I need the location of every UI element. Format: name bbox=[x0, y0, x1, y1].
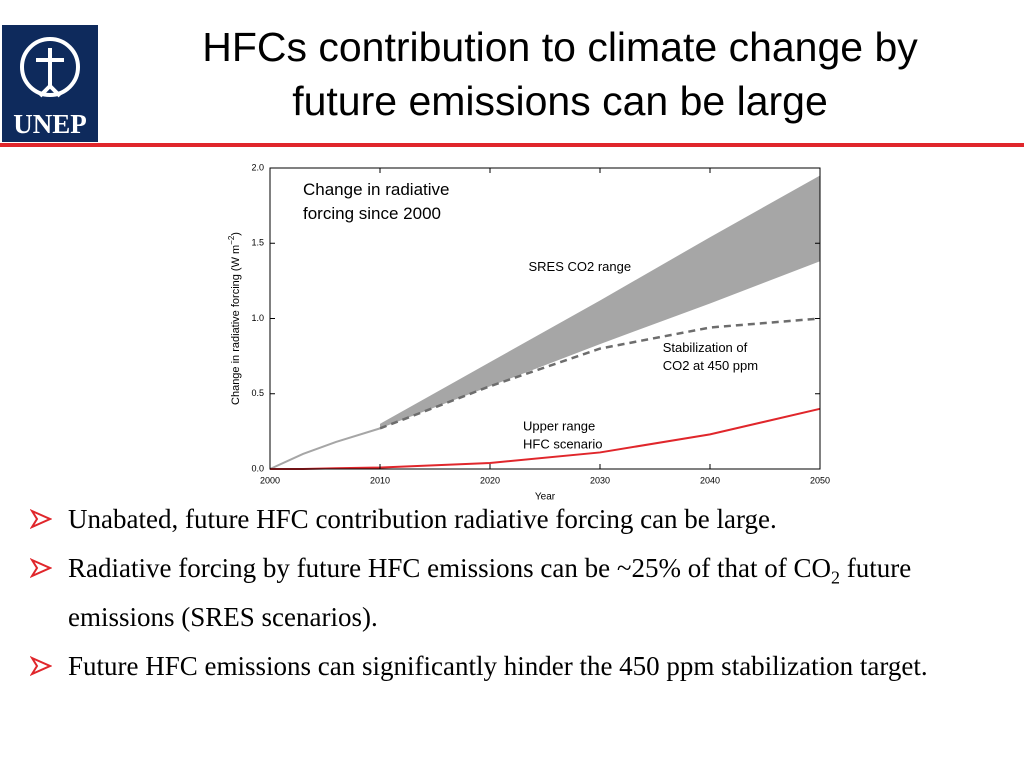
annotation: forcing since 2000 bbox=[303, 204, 441, 223]
y-tick-label: 0.0 bbox=[251, 463, 264, 473]
bullet-arrow bbox=[30, 656, 52, 676]
bullet-text: Radiative forcing by future HFC emission… bbox=[68, 553, 831, 583]
y-tick-label: 0.5 bbox=[251, 388, 264, 398]
logo-ring bbox=[20, 37, 80, 97]
bullet-list: Unabated, future HFC contribution radiat… bbox=[30, 495, 990, 691]
logo-text: UNEP bbox=[13, 109, 87, 139]
x-tick-label: 2030 bbox=[590, 475, 610, 485]
annotation: Change in radiative bbox=[303, 180, 449, 199]
y-axis-label-end: ) bbox=[230, 232, 242, 236]
y-tick-label: 1.0 bbox=[251, 313, 264, 323]
range-band bbox=[380, 175, 820, 429]
bullet-text: Unabated, future HFC contribution radiat… bbox=[68, 504, 777, 534]
x-tick-label: 2040 bbox=[700, 475, 720, 485]
annotation: SRES CO2 range bbox=[529, 259, 632, 274]
x-tick-label: 2020 bbox=[480, 475, 500, 485]
annotation: CO2 at 450 ppm bbox=[663, 358, 758, 373]
annotation: Stabilization of bbox=[663, 340, 748, 355]
series-line bbox=[269, 427, 381, 470]
x-axis-label: Year bbox=[535, 492, 556, 503]
bullet-rest: future emissions (SRES scenarios). bbox=[68, 553, 912, 632]
bullet-arrow bbox=[30, 558, 52, 578]
title: HFCs contribution to climate change by f… bbox=[100, 20, 1020, 128]
y-axis-label-sup: −2 bbox=[227, 235, 236, 245]
x-tick-label: 2050 bbox=[810, 475, 830, 485]
y-tick-label: 1.5 bbox=[251, 238, 264, 248]
bullet: Unabated, future HFC contribution radiat… bbox=[30, 495, 990, 544]
x-tick-label: 2000 bbox=[260, 475, 280, 485]
bullet: Future HFC emissions can significantly h… bbox=[30, 642, 990, 691]
bullet: Radiative forcing by future HFC emission… bbox=[30, 544, 990, 642]
title-line: future emissions can be large bbox=[292, 78, 828, 124]
bullet-sub: 2 bbox=[830, 567, 840, 588]
logo-figure bbox=[36, 48, 64, 98]
y-axis-label: Change in radiative forcing (W m−2) bbox=[227, 232, 242, 405]
bullet-arrow bbox=[30, 509, 52, 529]
y-axis-label-text: Change in radiative forcing (W m bbox=[230, 245, 242, 405]
x-tick-label: 2010 bbox=[370, 475, 390, 485]
annotation: Upper range bbox=[523, 418, 595, 433]
header-rule bbox=[0, 143, 1024, 147]
series-line bbox=[379, 317, 821, 430]
bullet-text: Future HFC emissions can significantly h… bbox=[68, 651, 928, 681]
y-tick-label: 2.0 bbox=[251, 162, 264, 172]
chart: 0.0 0.5 1.0 1.5 2.0 2000 2010 2020 2030 2040 2050 Y… bbox=[227, 162, 830, 503]
title-line: HFCs contribution to climate change by bbox=[202, 24, 918, 70]
annotation: HFC scenario bbox=[523, 436, 602, 451]
logo: UNEP bbox=[2, 25, 98, 142]
